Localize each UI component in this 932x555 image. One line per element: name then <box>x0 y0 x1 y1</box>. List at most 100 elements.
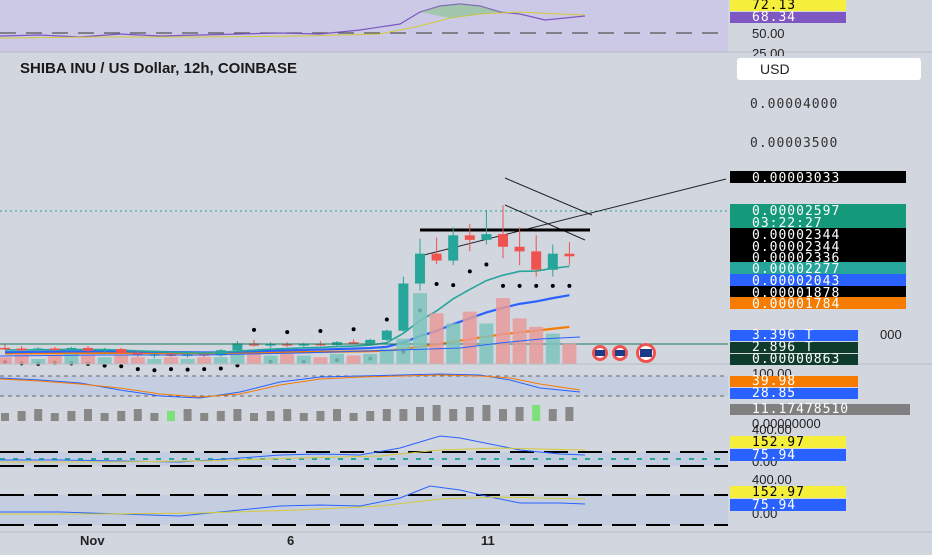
macd-bar <box>100 413 109 421</box>
volume-bar <box>213 357 228 364</box>
price-tag-label: 39.98 <box>752 374 796 389</box>
psar-dot <box>252 327 256 332</box>
macd-bar <box>1 413 9 421</box>
macd-bar <box>299 413 308 421</box>
volume-bar <box>313 357 328 364</box>
price-tag-bg <box>730 204 906 216</box>
price-tag-bg <box>730 228 906 240</box>
candle <box>531 235 542 277</box>
price-tag: 72.13 <box>730 0 846 13</box>
price-tag-label: 152.97 <box>752 435 805 450</box>
price-tag: 2.896 T <box>730 340 858 355</box>
psar-dot <box>534 283 539 288</box>
macd-bar <box>17 411 26 421</box>
candle <box>99 347 110 354</box>
cci-2-ma <box>0 496 586 515</box>
price-tag-bg <box>730 216 906 228</box>
macd-bar <box>133 409 142 421</box>
psar-dot <box>384 317 389 322</box>
volume-bar <box>81 355 95 364</box>
macd-bar <box>399 409 408 421</box>
time-axis: Nov 6 11 <box>0 531 932 548</box>
volume-bar <box>230 353 245 364</box>
psar-dot <box>135 367 140 372</box>
psar-dot <box>102 363 107 368</box>
macd-bar <box>233 409 242 421</box>
price-tag-bg <box>730 354 858 365</box>
psar-dot <box>202 367 207 372</box>
macd-bar <box>465 407 474 421</box>
volume-bar <box>197 357 212 364</box>
psar-dot <box>501 283 505 288</box>
macd-bar <box>167 411 175 421</box>
candle <box>116 347 127 355</box>
volume-bar <box>130 357 145 364</box>
macd-bar <box>67 411 76 421</box>
psar-dot <box>169 367 173 372</box>
price-tag-bg <box>730 171 906 183</box>
time-label-nov: Nov <box>80 533 105 548</box>
candle <box>498 205 508 259</box>
price-tag-bg <box>730 449 846 461</box>
macd-bar <box>316 411 325 421</box>
psar-dot <box>218 366 223 371</box>
psar-dot <box>119 364 124 369</box>
cci-pane-1: 400.00 0.00 <box>0 422 792 469</box>
price-tag-bg <box>730 251 906 263</box>
volume-bar <box>47 355 62 364</box>
macd-bar <box>250 413 258 421</box>
volume-bar <box>14 353 29 364</box>
price-tag-bg <box>730 297 906 309</box>
price-tag-bg <box>730 499 846 511</box>
macd-tags: 11.17478510 <box>730 402 910 417</box>
volume-bars <box>0 293 577 364</box>
candle <box>232 341 243 352</box>
us-flag-icon[interactable] <box>636 343 656 363</box>
macd-bar <box>349 413 358 421</box>
rsi-tick-50: 50.00 <box>752 26 785 41</box>
price-tag: 3.396 T <box>730 328 858 343</box>
trendline <box>419 178 727 257</box>
candle <box>431 237 442 265</box>
psar-dot <box>185 367 190 372</box>
us-flag-icon[interactable] <box>592 345 608 361</box>
price-tag-label: 0.00002043 <box>752 274 840 289</box>
volume-bar <box>97 357 112 364</box>
price-tag-bg <box>730 486 846 498</box>
us-flag-icon[interactable] <box>612 345 628 361</box>
price-tag: 0.00002597 <box>730 204 906 219</box>
price-tag-bg <box>730 274 906 286</box>
price-tag-bg <box>730 436 846 448</box>
candle <box>415 238 425 291</box>
candle <box>132 350 143 358</box>
volume-bar <box>263 355 278 364</box>
price-tag: 152.97 <box>730 485 846 500</box>
volume-bar <box>330 353 344 364</box>
volume-bar <box>446 323 461 364</box>
price-tag-bg <box>730 240 906 252</box>
time-label-6: 6 <box>287 533 294 548</box>
price-tag-label: 3.396 T <box>752 328 814 343</box>
price-tag-bg <box>730 262 906 274</box>
price-tag-bg <box>730 404 910 415</box>
price-tag: 75.94 <box>730 498 846 513</box>
cci-pane-2: 400.00 0.00 <box>0 472 792 526</box>
price-tag: 03:22:27 <box>730 216 906 231</box>
candle <box>49 346 60 351</box>
volume-bar <box>64 353 79 364</box>
volume-ma <box>0 336 581 357</box>
currency-button[interactable]: USD <box>737 58 921 80</box>
price-tick-3500: 0.00003500 <box>750 136 838 151</box>
volume-bar <box>346 355 361 364</box>
macd-pane: 0.00000000 <box>1 405 821 431</box>
psar-dot <box>517 283 522 288</box>
candle <box>514 227 525 266</box>
volume-bar <box>0 357 12 364</box>
price-tag-label: 152.97 <box>752 485 805 500</box>
volume-bar <box>479 323 494 364</box>
volume-bar <box>31 358 46 364</box>
